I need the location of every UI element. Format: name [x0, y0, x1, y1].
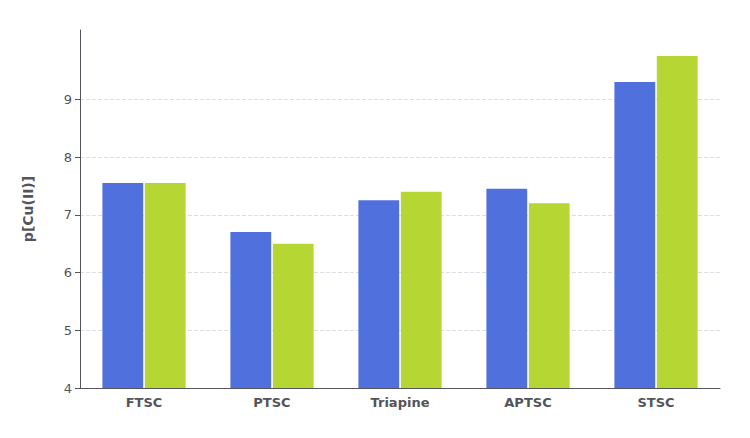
svg-text:FTSC: FTSC: [126, 395, 163, 410]
svg-text:APTSC: APTSC: [504, 395, 551, 410]
svg-text:5: 5: [64, 323, 72, 338]
svg-text:STSC: STSC: [637, 395, 674, 410]
svg-text:Triapine: Triapine: [371, 395, 430, 410]
svg-text:p[Cu(II)]: p[Cu(II)]: [20, 176, 36, 242]
svg-text:7: 7: [64, 207, 72, 222]
svg-text:6: 6: [64, 265, 72, 280]
svg-text:8: 8: [64, 150, 72, 165]
svg-text:4: 4: [64, 381, 72, 396]
svg-text:9: 9: [64, 92, 72, 107]
svg-text:PTSC: PTSC: [253, 395, 290, 410]
